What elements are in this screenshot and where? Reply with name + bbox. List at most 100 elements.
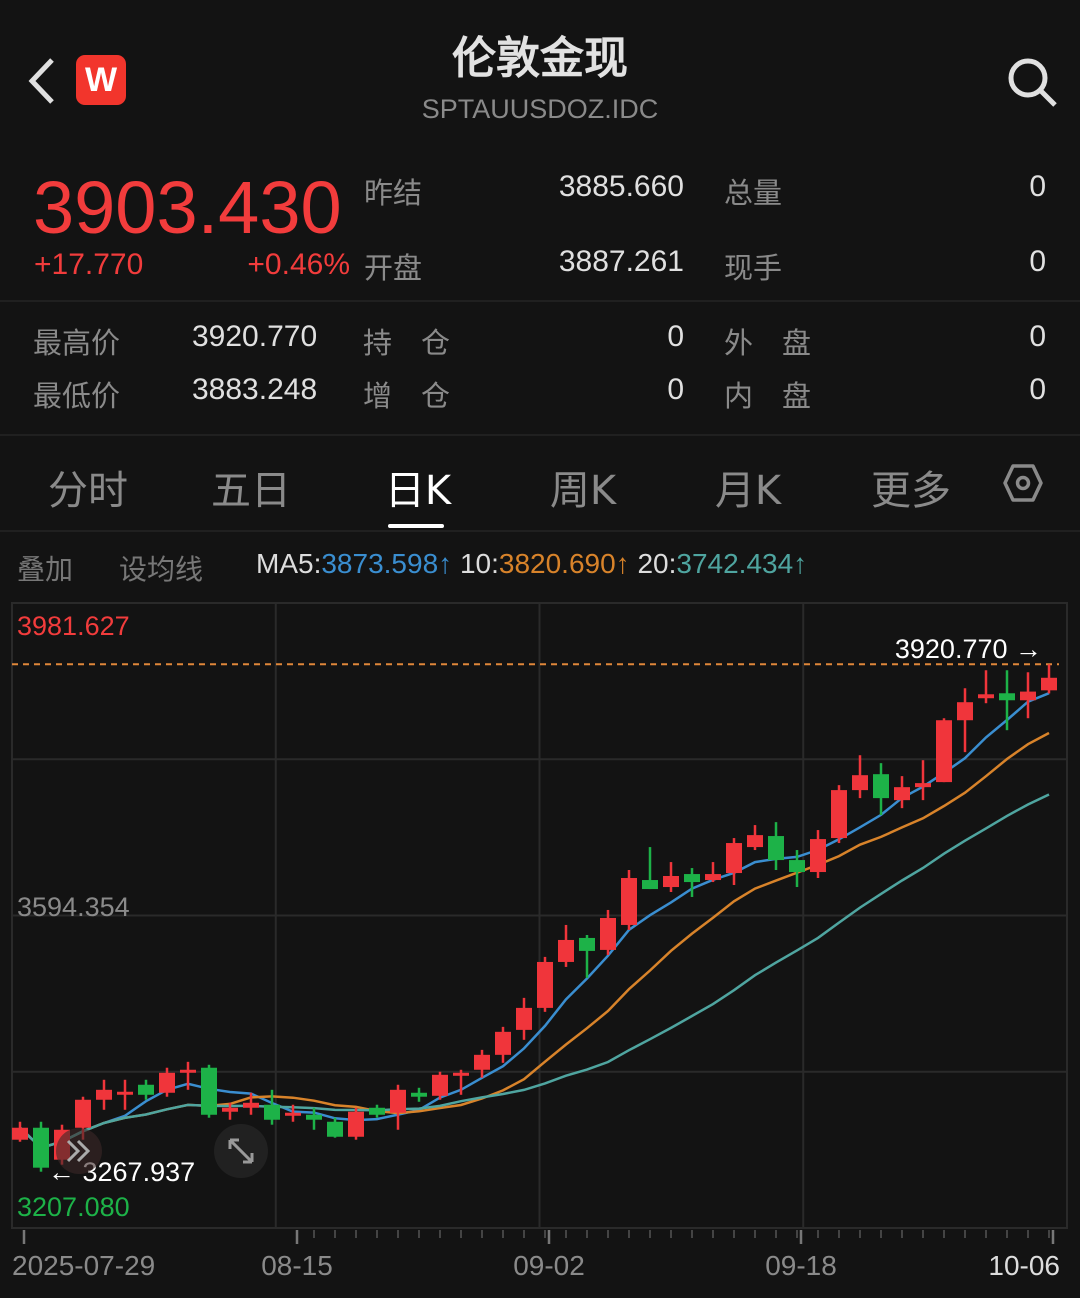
field-value: 3885.660 <box>558 170 684 203</box>
tab-daily-k[interactable]: 日K <box>384 468 452 514</box>
candle-body <box>873 774 889 799</box>
candle-body <box>600 917 616 950</box>
back-button[interactable] <box>24 56 60 106</box>
field-label: 持 仓 <box>363 326 451 360</box>
field-label: 最低价 <box>33 379 121 413</box>
chart-settings-button[interactable] <box>1003 462 1043 504</box>
candle-body <box>810 839 826 873</box>
field-value: 0 <box>667 373 684 406</box>
candle-body <box>621 878 637 925</box>
candle-body <box>558 939 574 962</box>
candle-body <box>1020 691 1036 701</box>
candle-body <box>915 783 931 788</box>
candle-body <box>894 787 910 801</box>
x-axis-date-label: 08-15 <box>261 1250 333 1281</box>
field-label: 外 盘 <box>724 326 812 360</box>
candle-body <box>12 1127 28 1140</box>
candle-body <box>936 720 952 783</box>
field-label: 内 盘 <box>724 379 812 413</box>
y-axis-mid-label: 3594.354 <box>17 892 130 922</box>
candle-body <box>117 1091 133 1095</box>
tab-more[interactable]: 更多 <box>871 468 951 514</box>
symbol-code: SPTAUUSDOZ.IDC <box>421 94 659 124</box>
field-label: 增 仓 <box>363 379 451 413</box>
candle-body <box>642 880 658 890</box>
active-tab-indicator <box>388 524 444 528</box>
field-label: 总量 <box>724 176 783 210</box>
candle-body <box>705 874 721 881</box>
x-axis-date-label: 09-02 <box>513 1250 585 1281</box>
x-axis-date-label: 2025-07-29 <box>12 1250 156 1281</box>
tab-weekly-k[interactable]: 周K <box>549 468 617 514</box>
candle-body <box>285 1112 301 1116</box>
x-axis-date-label: 09-18 <box>765 1250 837 1281</box>
candle-body <box>75 1099 91 1128</box>
x-axis-date-label: 10-06 <box>988 1250 1060 1281</box>
chevron-left-icon <box>28 58 54 104</box>
candle-body <box>495 1031 511 1055</box>
field-label: 现手 <box>724 251 783 285</box>
field-value: 3883.248 <box>192 373 318 406</box>
field-label: 最高价 <box>33 326 121 360</box>
ma-legend: MA5:3873.598↑ 10:3820.690↑ 20:3742.434↑ <box>256 548 807 580</box>
app-logo: W <box>76 55 126 105</box>
candle-body <box>327 1121 343 1137</box>
candle-body <box>348 1111 364 1137</box>
overlay-button[interactable]: 叠加 <box>17 553 74 586</box>
y-axis-max-label: 3981.627 <box>17 611 130 641</box>
candle-body <box>33 1127 49 1168</box>
candle-body <box>537 961 553 1008</box>
candle-body <box>978 694 994 699</box>
candle-body <box>579 937 595 951</box>
ma10-value: 3820.690↑ <box>498 548 630 579</box>
candle-body <box>957 702 973 721</box>
candle-body <box>768 836 784 861</box>
set-ma-button[interactable]: 设均线 <box>119 553 204 586</box>
y-axis-min-label: 3207.080 <box>17 1192 130 1222</box>
candle-body <box>789 860 805 873</box>
candle-body <box>432 1074 448 1096</box>
price-change: +17.770 <box>34 248 144 281</box>
candle-body <box>1041 677 1057 691</box>
candle-body <box>747 835 763 848</box>
tab-five-day[interactable]: 五日 <box>211 468 291 514</box>
candle-body <box>369 1107 385 1115</box>
candle-body <box>663 875 679 888</box>
field-value: 3887.261 <box>558 245 684 278</box>
last-price: 3903.430 <box>33 166 342 249</box>
double-chevron-right-icon <box>66 1139 91 1163</box>
ma5-line <box>19 692 1050 1150</box>
search-button[interactable] <box>1005 55 1059 109</box>
field-value: 0 <box>1029 245 1046 278</box>
divider <box>0 434 1080 436</box>
fullscreen-button[interactable] <box>214 1124 268 1178</box>
divider <box>0 300 1080 302</box>
ma20-value: 3742.434↑ <box>676 548 808 579</box>
candle-body <box>411 1092 427 1097</box>
field-value: 0 <box>667 320 684 353</box>
field-value: 0 <box>1029 320 1046 353</box>
candle-body <box>999 693 1015 701</box>
price-change-pct: +0.46% <box>247 248 350 281</box>
tab-monthly-k[interactable]: 月K <box>714 468 782 514</box>
candle-body <box>726 843 742 874</box>
candle-body <box>180 1069 196 1073</box>
max-price-marker: 3920.770 → <box>894 634 1042 664</box>
candle-body <box>474 1054 490 1070</box>
ma10-label: 10: <box>459 548 499 579</box>
candle-body <box>306 1114 322 1120</box>
field-label: 开盘 <box>364 251 423 285</box>
scroll-to-latest-button[interactable] <box>56 1128 102 1174</box>
ma5-label: MA5: <box>256 548 322 579</box>
field-value: 3920.770 <box>192 320 318 353</box>
tab-intraday[interactable]: 分时 <box>48 468 128 514</box>
candle-body <box>684 874 700 883</box>
divider <box>0 530 1080 532</box>
candle-body <box>138 1084 154 1095</box>
candle-body <box>390 1089 406 1113</box>
candle-body <box>453 1072 469 1076</box>
candle-body <box>264 1104 280 1120</box>
candle-body <box>201 1067 217 1115</box>
ma20-label: 20: <box>637 548 677 579</box>
